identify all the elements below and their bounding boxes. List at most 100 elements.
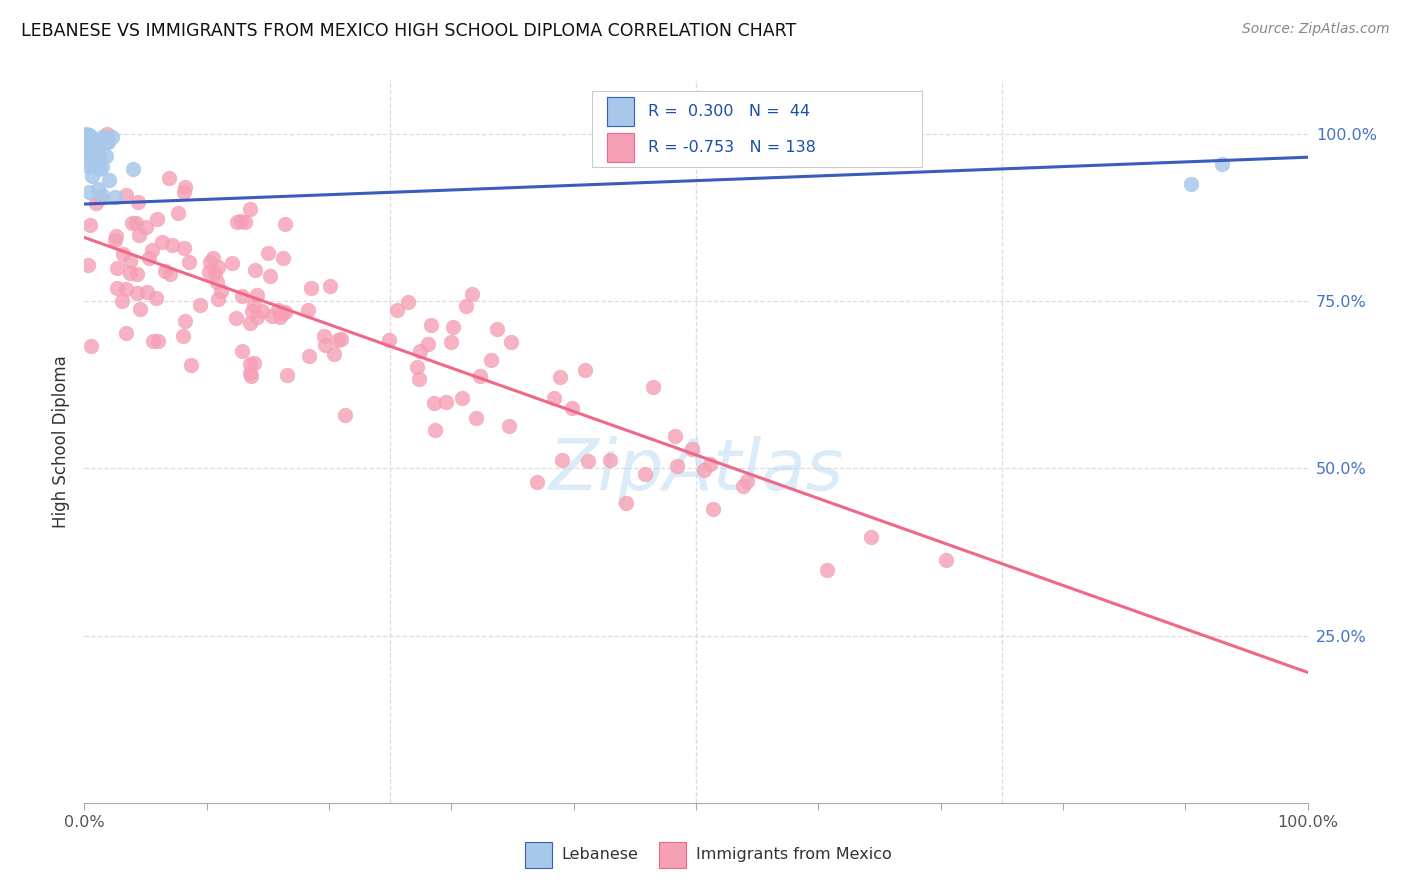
Point bbox=[142, 334, 165, 348]
Point bbox=[434, 395, 457, 409]
Point bbox=[499, 334, 522, 349]
Point bbox=[408, 343, 430, 358]
Point bbox=[91, 160, 114, 174]
Text: Immigrants from Mexico: Immigrants from Mexico bbox=[696, 847, 891, 863]
Point bbox=[127, 195, 149, 210]
Point bbox=[231, 289, 253, 303]
Point bbox=[209, 284, 232, 298]
Point bbox=[136, 285, 159, 299]
Point bbox=[299, 281, 322, 295]
Point bbox=[257, 245, 280, 260]
Point bbox=[79, 339, 101, 353]
Point bbox=[173, 241, 195, 255]
Point bbox=[87, 162, 110, 177]
Point bbox=[120, 266, 142, 280]
Bar bbox=[606, 133, 634, 162]
Point bbox=[90, 191, 112, 205]
Point bbox=[84, 145, 107, 159]
Point bbox=[105, 281, 128, 295]
Point bbox=[239, 366, 262, 380]
Point bbox=[97, 173, 120, 187]
Point bbox=[121, 216, 143, 230]
Point bbox=[111, 247, 134, 261]
Point bbox=[86, 142, 108, 156]
Point bbox=[87, 182, 110, 196]
Point bbox=[451, 391, 474, 405]
Point bbox=[174, 180, 197, 194]
Bar bbox=[659, 842, 686, 868]
Point bbox=[269, 310, 291, 325]
Point bbox=[243, 263, 266, 277]
Point bbox=[73, 148, 96, 162]
Point bbox=[198, 254, 221, 268]
Point bbox=[96, 149, 118, 163]
Point bbox=[91, 130, 114, 145]
Point bbox=[159, 268, 181, 282]
Point bbox=[138, 252, 160, 266]
Point bbox=[239, 357, 262, 371]
Point bbox=[77, 131, 100, 145]
Point bbox=[76, 128, 98, 142]
Point bbox=[226, 215, 249, 229]
Point bbox=[79, 155, 101, 169]
Point bbox=[201, 251, 224, 265]
Point bbox=[167, 206, 190, 220]
Point bbox=[77, 258, 100, 272]
Bar bbox=[524, 842, 551, 868]
Point bbox=[239, 316, 262, 330]
Point bbox=[271, 251, 294, 265]
Text: R =  0.300   N =  44: R = 0.300 N = 44 bbox=[648, 103, 810, 119]
Point bbox=[733, 479, 755, 493]
Point bbox=[96, 127, 118, 141]
Text: Lebanese: Lebanese bbox=[561, 847, 638, 863]
Point bbox=[693, 463, 716, 477]
Point bbox=[84, 196, 107, 211]
Point bbox=[97, 136, 120, 150]
Point bbox=[125, 268, 148, 282]
Point bbox=[378, 333, 401, 347]
Point bbox=[664, 428, 686, 442]
Point bbox=[498, 419, 520, 434]
Point bbox=[935, 553, 957, 567]
Point bbox=[75, 136, 97, 151]
Point bbox=[79, 129, 101, 144]
Text: Source: ZipAtlas.com: Source: ZipAtlas.com bbox=[1241, 22, 1389, 37]
Point bbox=[318, 279, 340, 293]
Point bbox=[815, 563, 838, 577]
Point bbox=[91, 188, 114, 202]
Point bbox=[104, 233, 127, 247]
Point bbox=[141, 243, 163, 257]
Point bbox=[125, 216, 148, 230]
Point bbox=[80, 148, 103, 162]
Point bbox=[82, 139, 104, 153]
Point bbox=[420, 318, 443, 332]
Point bbox=[83, 139, 105, 153]
Point bbox=[77, 133, 100, 147]
Point bbox=[550, 453, 572, 467]
Point bbox=[274, 217, 297, 231]
Point bbox=[297, 302, 319, 317]
Point bbox=[150, 235, 173, 250]
Point bbox=[260, 310, 283, 324]
Point bbox=[104, 189, 127, 203]
Point bbox=[80, 135, 103, 149]
Point bbox=[122, 162, 145, 177]
Point bbox=[385, 302, 408, 317]
Point bbox=[75, 128, 97, 142]
Point bbox=[240, 303, 263, 318]
Point bbox=[190, 298, 212, 312]
Point bbox=[441, 320, 464, 334]
Point bbox=[79, 129, 101, 144]
Point bbox=[125, 285, 148, 300]
Point bbox=[207, 260, 229, 274]
Point bbox=[423, 423, 446, 437]
FancyBboxPatch shape bbox=[592, 91, 922, 167]
Point bbox=[221, 256, 243, 270]
Point bbox=[328, 334, 350, 348]
Point bbox=[205, 275, 228, 289]
Point bbox=[312, 328, 335, 343]
Y-axis label: High School Diploma: High School Diploma bbox=[52, 355, 70, 528]
Point bbox=[96, 133, 118, 147]
Point bbox=[239, 202, 262, 216]
Point bbox=[79, 218, 101, 232]
